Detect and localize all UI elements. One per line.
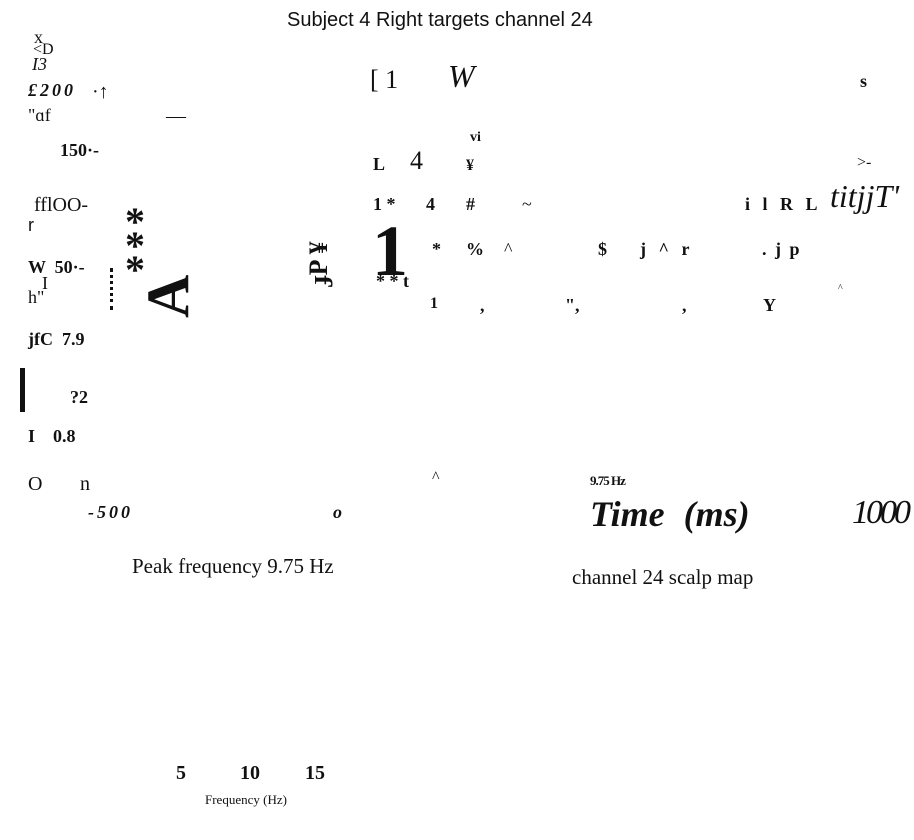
fragment: , xyxy=(682,295,687,315)
fragment: 9.75 Hz xyxy=(590,473,626,488)
fragment: * * t xyxy=(376,271,409,291)
fragment: n xyxy=(80,473,90,495)
fragment: ^ xyxy=(432,469,440,486)
fragment: 4 xyxy=(410,146,423,175)
fragment: A xyxy=(135,274,201,318)
fragment: ɟP ¥ xyxy=(304,241,333,284)
fragment: ·↑ xyxy=(92,81,109,103)
fragment: r xyxy=(28,215,34,235)
fragment: L xyxy=(373,154,386,174)
fragment: 4 xyxy=(426,194,435,214)
fragment: o xyxy=(333,502,342,522)
fragment: ~ xyxy=(522,194,532,214)
fragment: i l R L xyxy=(745,194,822,214)
fragment: titjjT' xyxy=(830,178,900,214)
fragment: <D xyxy=(33,41,54,58)
fragment: ?2 xyxy=(70,387,88,407)
tick-label: 10 xyxy=(240,762,260,784)
fragment: "ɑf xyxy=(28,105,51,125)
fragment: 150·- xyxy=(60,140,99,160)
fragment: x xyxy=(34,27,43,47)
fragment: >- xyxy=(857,154,872,171)
fragment: ^ xyxy=(504,239,513,259)
fragment: I3 xyxy=(32,54,47,74)
fragment: 1000 xyxy=(852,494,911,531)
fragment: * * * xyxy=(125,199,145,292)
dotted-line xyxy=(110,268,113,310)
fragment: -500 xyxy=(88,502,133,522)
fragment: s xyxy=(860,71,868,91)
fragment: 1 xyxy=(372,211,408,291)
tick-label: 5 xyxy=(176,762,186,784)
fragment: fflOO- xyxy=(34,194,89,216)
fragment: W xyxy=(448,58,475,94)
fragment: j ^ r xyxy=(640,239,694,259)
fragment: h" xyxy=(28,287,45,307)
axis-label: Frequency (Hz) xyxy=(205,792,287,807)
subtitle: Peak frequency 9.75 Hz xyxy=(132,554,334,578)
tick-label: 15 xyxy=(305,762,325,784)
fragment: $ xyxy=(598,239,607,259)
fragment: — xyxy=(166,105,186,127)
fragment: vi xyxy=(470,130,481,145)
fragment: ", xyxy=(565,295,580,315)
fragment: O xyxy=(28,473,43,495)
bar-fragment xyxy=(20,368,25,412)
fragment: jfC 7.9 xyxy=(28,329,85,349)
fragment: Y xyxy=(763,295,776,315)
fragment: * xyxy=(432,239,441,259)
fragment: . j p xyxy=(762,239,802,259)
fragment: ^ xyxy=(838,283,843,294)
fragment: ¥ xyxy=(466,157,474,174)
fragment: , xyxy=(480,295,485,315)
fragment: [ 1 xyxy=(370,65,399,94)
fragment: 1 xyxy=(430,295,438,312)
fragment: Time (ms) xyxy=(590,494,750,534)
subtitle: channel 24 scalp map xyxy=(572,565,754,589)
fragment: 1 * xyxy=(373,194,396,214)
fragment: % xyxy=(466,239,484,259)
fragment: I xyxy=(42,273,48,293)
fragment: I 0.8 xyxy=(28,426,76,446)
fragment: # xyxy=(466,194,475,214)
fragment: £200 xyxy=(28,80,76,100)
fragment: W 50·- xyxy=(28,257,85,277)
figure-title: Subject 4 Right targets channel 24 xyxy=(287,9,593,31)
